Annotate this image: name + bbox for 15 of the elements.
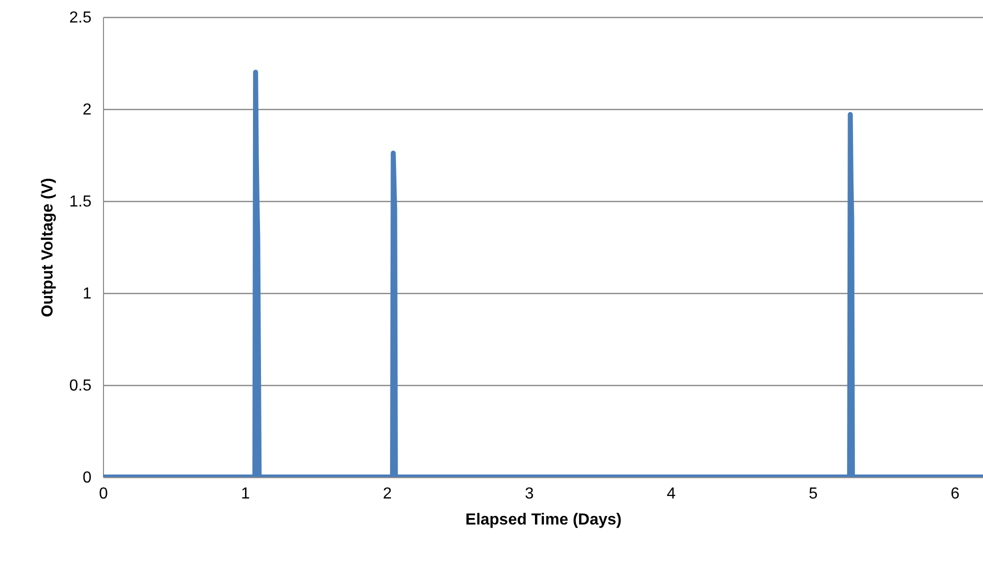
x-tick-label: 4 [666, 486, 676, 502]
y-tick-label: 0 [82, 470, 92, 486]
x-axis-title: Elapsed Time (Days) [465, 512, 622, 528]
y-tick-label: 2.5 [69, 10, 92, 26]
x-tick-label: 2 [382, 486, 392, 502]
y-tick-label: 0.5 [69, 378, 92, 394]
y-tick-label: 1 [82, 286, 92, 302]
x-tick-label: 0 [99, 486, 108, 502]
y-tick-label: 2 [82, 102, 92, 118]
x-tick-label: 5 [808, 486, 818, 502]
x-tick-label: 3 [524, 486, 534, 502]
y-tick-label: 1.5 [69, 194, 92, 210]
x-tick-label: 1 [240, 486, 250, 502]
x-tick-label: 6 [950, 486, 960, 502]
y-axis-title: Output Voltage (V) [39, 178, 56, 318]
